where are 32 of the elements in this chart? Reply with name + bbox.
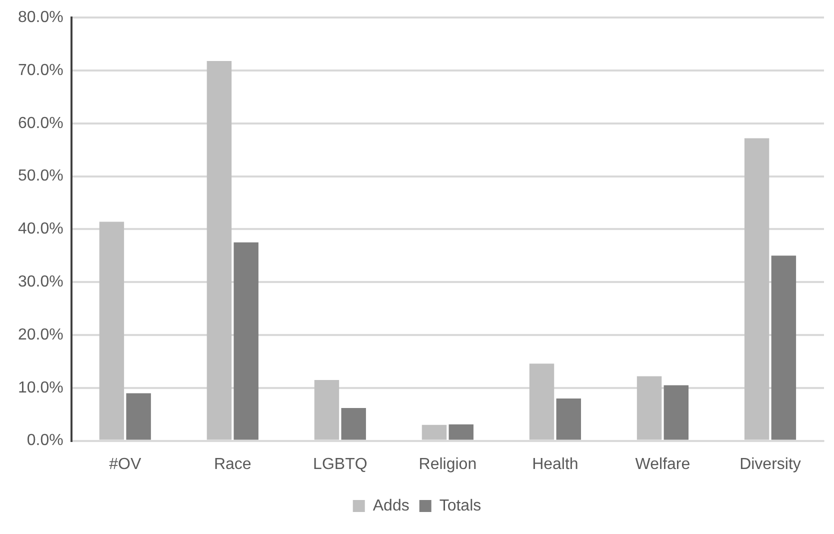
y-tick-label: 20.0% (18, 326, 64, 344)
y-tick-label: 80.0% (18, 9, 64, 26)
y-tick-label: 10.0% (18, 379, 64, 396)
x-tick-label: Welfare (635, 456, 690, 473)
bar (314, 380, 340, 440)
y-tick-label: 30.0% (18, 274, 64, 291)
x-tick-label: Race (214, 456, 252, 473)
bar (234, 242, 258, 440)
y-tick-label: 50.0% (18, 168, 64, 185)
x-tick-label: Diversity (740, 456, 801, 473)
y-tick-label: 40.0% (18, 220, 64, 238)
legend-label: Adds (372, 497, 410, 514)
x-tick-label: Health (532, 456, 578, 473)
bar (529, 364, 554, 440)
bar (636, 376, 662, 440)
legend-label: Totals (439, 497, 482, 514)
x-tick-label: Religion (418, 456, 477, 473)
x-tick-label: LGBTQ (313, 456, 368, 473)
x-tick-label: #OV (109, 456, 142, 473)
bar (341, 408, 366, 440)
bar (448, 424, 474, 440)
bar (744, 138, 770, 440)
y-tick-label: 0.0% (26, 432, 64, 450)
y-tick-label: 70.0% (18, 62, 64, 79)
bar (771, 256, 796, 440)
bar (422, 424, 447, 440)
bar (99, 222, 124, 440)
bar (126, 393, 151, 440)
bar (664, 385, 689, 440)
bar (206, 60, 232, 440)
y-tick-label: 60.0% (18, 114, 64, 132)
bar (556, 398, 582, 440)
